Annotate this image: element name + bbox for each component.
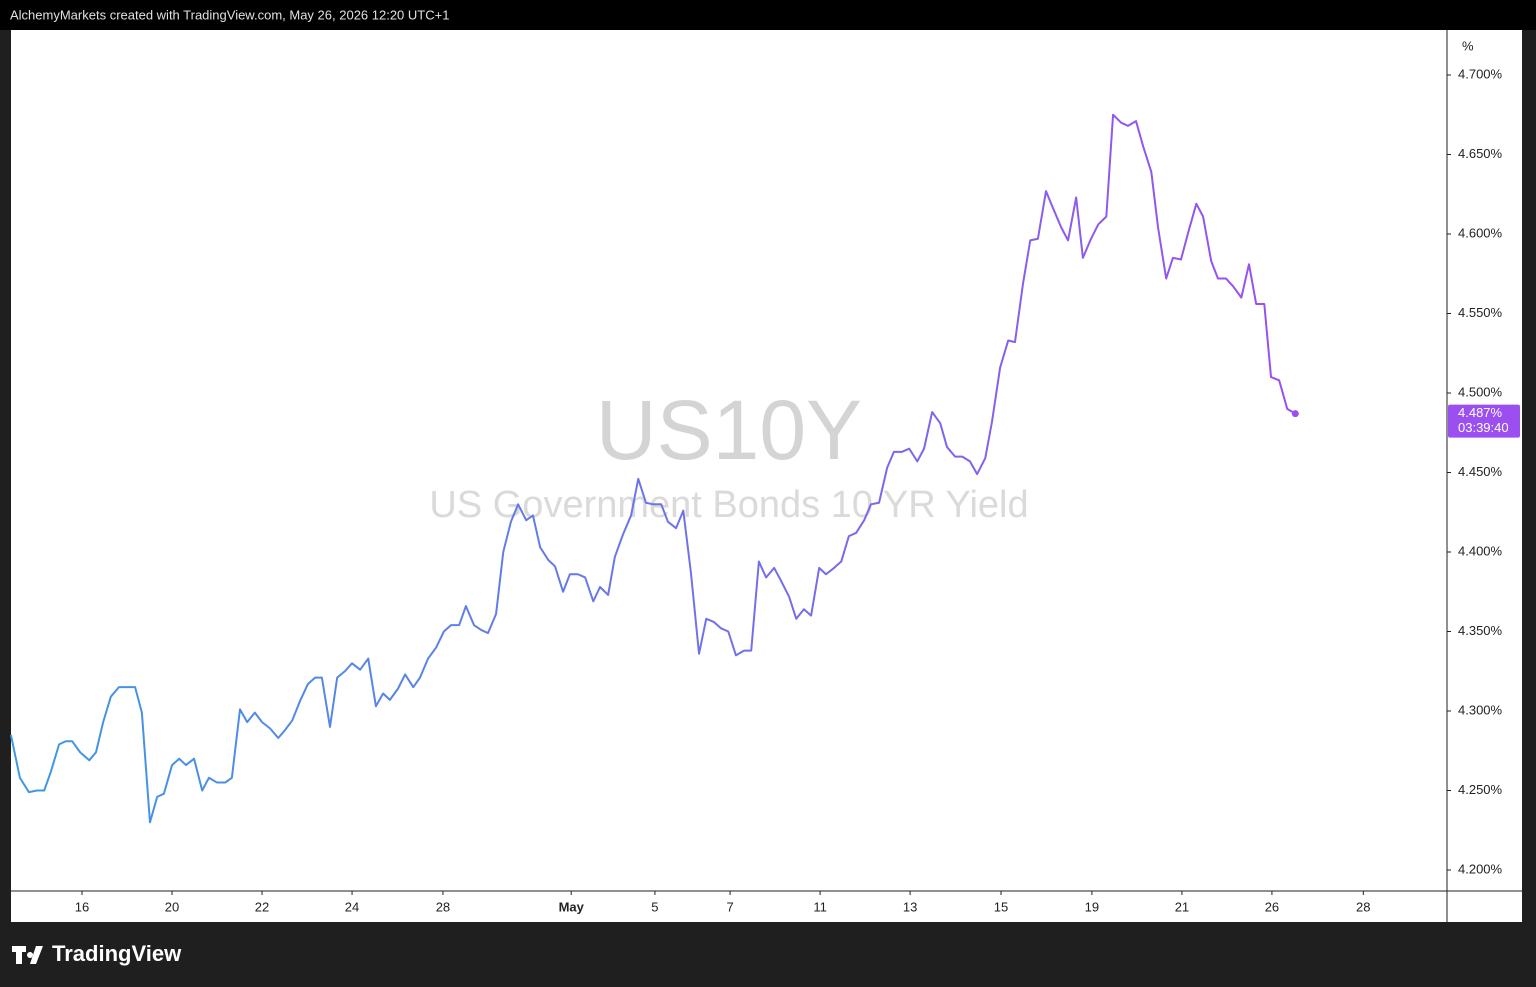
y-tick-label: 4.250%: [1458, 782, 1503, 797]
countdown-label: 03:39:40: [1458, 420, 1509, 435]
header-bar: [0, 0, 1536, 30]
x-tick-label: 28: [436, 899, 450, 914]
price-line: [9, 113, 1296, 824]
header-text: AlchemyMarkets created with TradingView.…: [10, 7, 449, 22]
y-tick-label: 4.600%: [1458, 225, 1503, 240]
y-tick-label: 4.550%: [1458, 305, 1503, 320]
y-tick-label: 4.300%: [1458, 702, 1503, 717]
y-tick-label: 4.200%: [1458, 861, 1503, 876]
watermark-symbol: US10Y: [596, 383, 862, 477]
y-tick-label: 4.500%: [1458, 384, 1503, 399]
x-tick-label: 16: [75, 899, 89, 914]
y-unit: %: [1462, 38, 1474, 53]
x-tick-label: 26: [1265, 899, 1279, 914]
brand-logo: TradingView: [12, 941, 182, 966]
x-tick-label: 28: [1356, 899, 1370, 914]
x-tick-label: May: [559, 899, 585, 914]
x-tick-label: 15: [994, 899, 1008, 914]
x-tick-label: 24: [345, 899, 359, 914]
y-tick-label: 4.400%: [1458, 543, 1503, 558]
chart-panel: [11, 30, 1522, 922]
last-price-label: 4.487%: [1458, 405, 1503, 420]
y-tick-label: 4.450%: [1458, 464, 1503, 479]
y-tick-label: 4.700%: [1458, 66, 1503, 81]
x-tick-label: 5: [651, 899, 658, 914]
x-tick-label: 19: [1085, 899, 1099, 914]
brand-name: TradingView: [52, 941, 182, 966]
last-price-box: [1448, 404, 1520, 438]
x-tick-label: 22: [255, 899, 269, 914]
x-tick-label: 7: [726, 899, 733, 914]
x-tick-label: 13: [903, 899, 917, 914]
y-tick-label: 4.350%: [1458, 623, 1503, 638]
x-tick-label: 20: [165, 899, 179, 914]
y-tick-label: 4.650%: [1458, 146, 1503, 161]
x-tick-label: 11: [813, 899, 827, 914]
x-tick-label: 21: [1175, 899, 1189, 914]
last-point: [1291, 410, 1299, 418]
